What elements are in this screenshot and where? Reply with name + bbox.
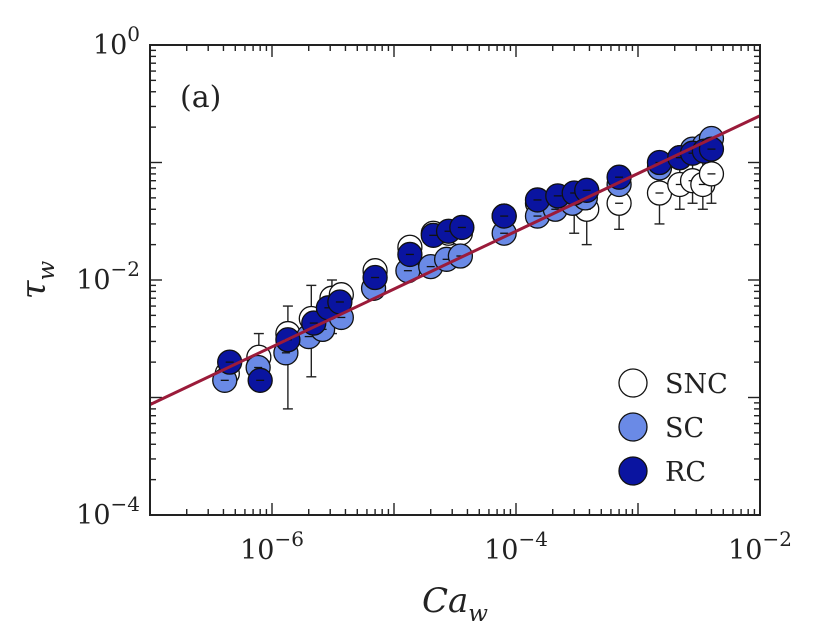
- x-tick-label: 10−6: [240, 527, 304, 566]
- legend-label-sc: SC: [665, 413, 704, 444]
- y-tick-label: 100: [93, 22, 140, 61]
- legend-marker-snc: [618, 368, 648, 398]
- x-axis-title-sub: w: [468, 601, 488, 627]
- y-axis-title: τw: [14, 260, 60, 299]
- fit-line: [149, 114, 761, 406]
- y-tick-label: 10−4: [76, 492, 140, 531]
- panel-label: (a): [180, 80, 221, 115]
- fit-line-layer: [149, 114, 761, 406]
- x-tick-label: 10−4: [484, 527, 548, 566]
- x-tick-label: 10−2: [728, 527, 792, 566]
- legend-marker-sc: [618, 412, 648, 442]
- axis-ticks: [149, 45, 760, 516]
- y-axis-title-base: τ: [14, 279, 54, 299]
- x-axis-title-base: Ca: [422, 581, 468, 621]
- y-axis-title-sub: w: [34, 260, 60, 280]
- legend-marker-rc: [618, 456, 648, 486]
- y-axis-title-group: τw: [14, 260, 60, 299]
- legend: SNC SC RC: [618, 368, 728, 488]
- legend-label-rc: RC: [665, 457, 706, 488]
- y-tick-label: 10−2: [76, 257, 140, 296]
- data-points-layer: [212, 125, 725, 410]
- legend-label-snc: SNC: [665, 369, 728, 400]
- plot-frame: [149, 44, 761, 516]
- tick-labels: 10−6 10−4 10−2 100 10−2 10−4: [76, 22, 792, 566]
- x-axis-title: Caw: [422, 581, 488, 627]
